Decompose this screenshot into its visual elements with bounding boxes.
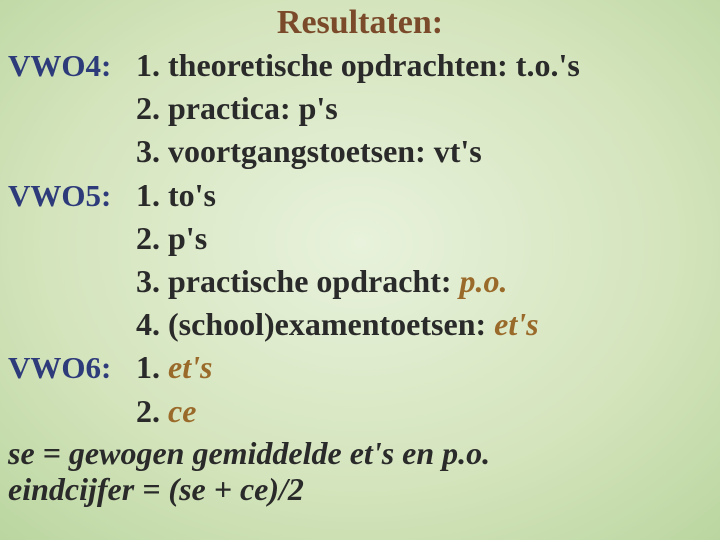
list-item: 1. theoretische opdrachten: t.o.'s — [136, 44, 580, 87]
item-text: 2. practica: p's — [136, 90, 338, 126]
list-item: 3. practische opdracht: p.o. — [136, 260, 508, 303]
section-label-vwo4: VWO4: — [8, 45, 136, 87]
item-accent: p.o. — [460, 263, 508, 299]
list-row: VWO4: 1. theoretische opdrachten: t.o.'s — [8, 44, 712, 87]
item-text: 1. theoretische opdrachten: t.o.'s — [136, 47, 580, 83]
list-row: 2. ce — [8, 390, 712, 433]
list-row: VWO6: 1. et's — [8, 346, 712, 389]
slide-content: Resultaten: VWO4: 1. theoretische opdrac… — [0, 0, 720, 508]
item-text: 2. — [136, 393, 168, 429]
item-text: 3. voortgangstoetsen: vt's — [136, 133, 482, 169]
list-row: VWO5: 1. to's — [8, 174, 712, 217]
item-text: 3. practische opdracht: — [136, 263, 460, 299]
item-accent: et's — [494, 306, 538, 342]
section-label-vwo6: VWO6: — [8, 347, 136, 389]
item-text: 2. p's — [136, 220, 207, 256]
item-text: 1. — [136, 349, 168, 385]
list-item: 3. voortgangstoetsen: vt's — [136, 130, 482, 173]
footer-block: se = gewogen gemiddelde et's en p.o. ein… — [8, 435, 712, 509]
list-row: 3. voortgangstoetsen: vt's — [8, 130, 712, 173]
section-label-vwo5: VWO5: — [8, 175, 136, 217]
list-row: 2. practica: p's — [8, 87, 712, 130]
list-item: 4. (school)examentoetsen: et's — [136, 303, 539, 346]
list-item: 2. practica: p's — [136, 87, 338, 130]
item-accent: et's — [168, 349, 212, 385]
footer-line-2: eindcijfer = (se + ce)/2 — [8, 471, 712, 508]
footer-accent: et's en p.o. — [350, 435, 490, 471]
list-row: 2. p's — [8, 217, 712, 260]
list-row: 4. (school)examentoetsen: et's — [8, 303, 712, 346]
footer-text: se = gewogen gemiddelde — [8, 435, 350, 471]
list-item: 1. to's — [136, 174, 216, 217]
list-item: 2. ce — [136, 390, 196, 433]
list-item: 2. p's — [136, 217, 207, 260]
list-item: 1. et's — [136, 346, 212, 389]
item-text: 4. (school)examentoetsen: — [136, 306, 494, 342]
footer-line-1: se = gewogen gemiddelde et's en p.o. — [8, 435, 712, 472]
item-text: 1. to's — [136, 177, 216, 213]
item-accent: ce — [168, 393, 196, 429]
slide-title: Resultaten: — [8, 4, 712, 42]
list-row: 3. practische opdracht: p.o. — [8, 260, 712, 303]
